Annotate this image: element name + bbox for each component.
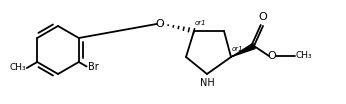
Text: O: O bbox=[258, 12, 267, 22]
Text: CH₃: CH₃ bbox=[296, 51, 313, 61]
Polygon shape bbox=[231, 43, 255, 57]
Text: Br: Br bbox=[88, 61, 99, 72]
Text: O: O bbox=[267, 51, 276, 61]
Text: or1: or1 bbox=[195, 20, 207, 26]
Text: NH: NH bbox=[200, 78, 215, 88]
Text: CH₃: CH₃ bbox=[9, 64, 26, 72]
Text: or1: or1 bbox=[232, 46, 244, 52]
Text: O: O bbox=[156, 19, 164, 29]
